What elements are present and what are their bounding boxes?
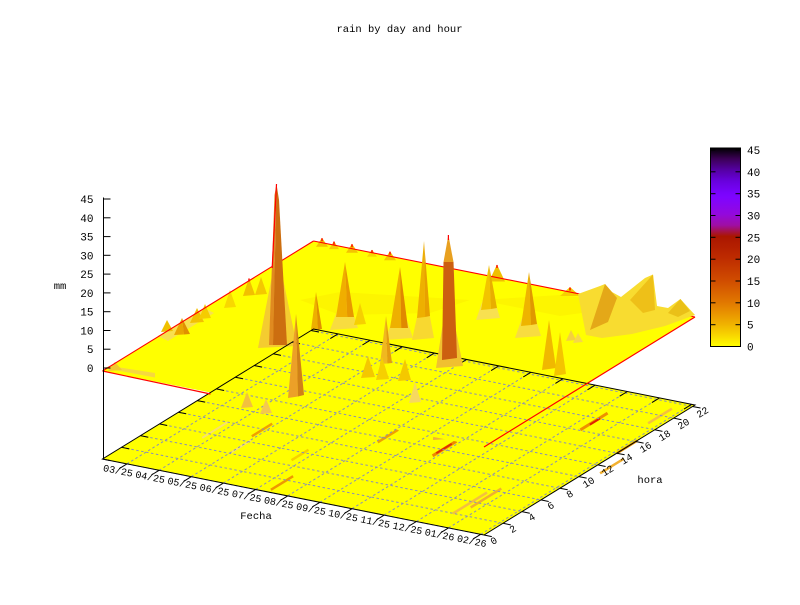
svg-text:mm: mm (54, 281, 67, 293)
svg-text:40: 40 (80, 214, 93, 226)
svg-text:40: 40 (747, 168, 760, 180)
svg-text:45: 45 (80, 195, 93, 207)
svg-text:16: 16 (638, 441, 654, 457)
svg-text:2: 2 (508, 524, 519, 537)
svg-text:35: 35 (80, 233, 93, 245)
svg-text:09/25: 09/25 (295, 502, 327, 520)
svg-text:20: 20 (747, 255, 760, 267)
svg-text:04/25: 04/25 (134, 470, 166, 488)
svg-text:01/26: 01/26 (423, 527, 455, 545)
svg-text:05/25: 05/25 (166, 476, 198, 494)
svg-text:25: 25 (80, 270, 93, 282)
svg-text:03/25: 03/25 (102, 463, 134, 481)
svg-text:Fecha: Fecha (240, 511, 272, 523)
svg-text:15: 15 (747, 277, 760, 289)
svg-text:0: 0 (87, 364, 94, 376)
svg-text:0: 0 (489, 536, 500, 549)
svg-text:18: 18 (657, 429, 673, 445)
svg-text:10: 10 (80, 327, 93, 339)
svg-text:10: 10 (582, 476, 598, 492)
svg-text:45: 45 (747, 146, 760, 158)
svg-text:5: 5 (87, 345, 94, 357)
svg-text:30: 30 (747, 212, 760, 224)
svg-text:20: 20 (80, 289, 93, 301)
svg-text:8: 8 (565, 489, 576, 502)
svg-text:11/25: 11/25 (359, 514, 391, 532)
svg-text:02/26: 02/26 (456, 534, 488, 552)
svg-text:12/25: 12/25 (391, 521, 423, 539)
svg-text:35: 35 (747, 190, 760, 202)
svg-text:08/25: 08/25 (263, 495, 295, 513)
svg-text:hora: hora (637, 475, 662, 487)
svg-text:14: 14 (620, 453, 636, 469)
svg-text:20: 20 (676, 417, 692, 433)
svg-text:22: 22 (695, 406, 711, 422)
svg-text:06/25: 06/25 (198, 482, 230, 500)
svg-text:6: 6 (546, 501, 557, 514)
svg-text:rain by day and hour: rain by day and hour (336, 24, 462, 36)
svg-text:10/25: 10/25 (327, 508, 359, 526)
svg-text:4: 4 (527, 513, 538, 526)
svg-text:12: 12 (601, 464, 617, 480)
svg-text:07/25: 07/25 (231, 489, 263, 507)
svg-text:15: 15 (80, 308, 93, 320)
svg-text:5: 5 (747, 321, 754, 333)
svg-text:25: 25 (747, 233, 760, 245)
svg-text:30: 30 (80, 251, 93, 263)
svg-text:0: 0 (747, 343, 754, 355)
svg-text:10: 10 (747, 299, 760, 311)
